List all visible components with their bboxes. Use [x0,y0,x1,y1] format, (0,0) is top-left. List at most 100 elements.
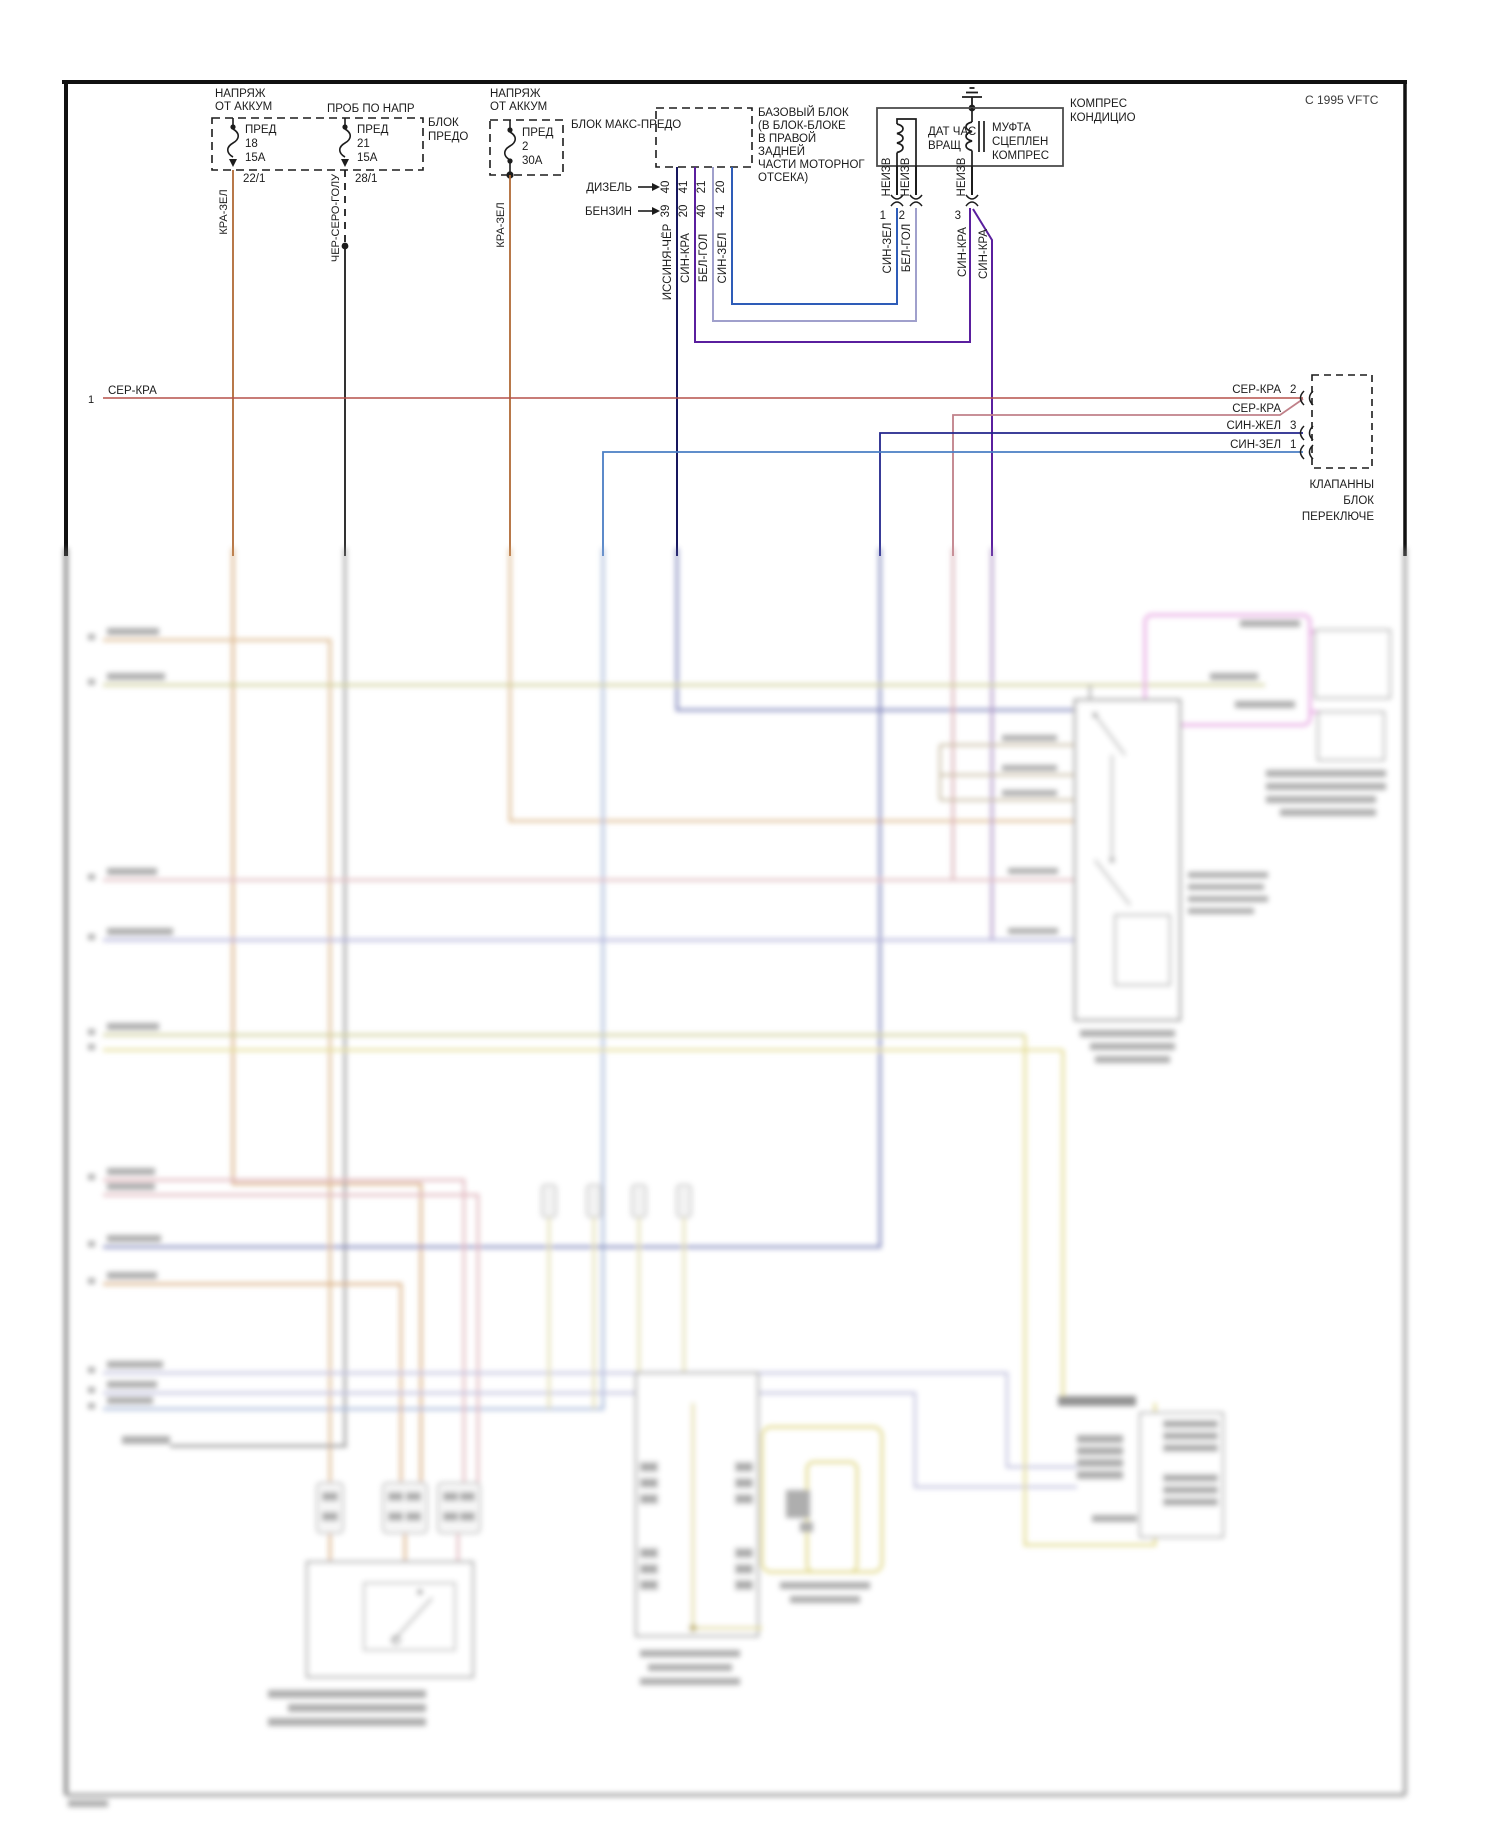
pin1-number: 1 [880,210,886,222]
sensor-label-l1: ДАТ ЧАС [928,126,976,138]
compressor-pins: НЕИЗВ НЕИЗВ НЕИЗВ 1 2 3 СИН-ЗЕЛ БЕЛ-ГОЛ … [880,157,993,556]
maxi-fuse-panel: НАПРЯЖ ОТ АККУМ БЛОК МАКС-ПРЕДО ПРЕД 2 3… [489,88,681,556]
fuse21-label: ПРЕД [357,124,389,136]
compressor-name-l2: КОНДИЦИО [1070,112,1136,124]
base-block: БАЗОВЫЙ БЛОК (В БЛОК-БЛОКЕ В ПРАВОЙ ЗАДН… [585,106,971,556]
diesel-label: ДИЗЕЛЬ [586,182,632,194]
valve-block-name-l3: ПЕРЕКЛЮЧЕ [1302,511,1374,523]
fuse-panel-name-l2: ПРЕДО [428,131,468,143]
fuse2-label: ПРЕД [522,127,554,139]
vb-row2-wire: СЕР-КРА [1232,403,1281,415]
clutch-coil: МУФТА СЦЕПЛЕН КОМПРЕС [965,108,1049,166]
speed-sensor-coil: ДАТ ЧАС ВРАЩ [896,118,976,166]
compressor-box [876,107,1064,167]
pin-p2: 40 [696,205,708,218]
clutch-label-l1: МУФТА [992,122,1031,134]
valve-connector-icons [1299,390,1314,460]
fuse2-rating: 30A [522,155,543,167]
diesel-arrow-icon [652,183,660,191]
fuse18-number: 18 [245,138,258,150]
fuse21-exit-pin: 28/1 [355,173,377,185]
fuse-21: ПРЕД 21 15A 28/1 ЧЕР-СЕРО-ГОЛУ [330,118,389,556]
left-feed-number: 1 [88,394,94,406]
fuse21-number: 21 [357,138,370,150]
fuse21-rating: 15A [357,152,378,164]
base-block-box [655,107,753,168]
pin-p3: 41 [715,205,727,218]
ac-compressor-unit: КОМПРЕС КОНДИЦИО ДАТ ЧАС ВРАЩ МУФТА СЦЕП… [876,87,1136,556]
wirename-2: БЕЛ-ГОЛ [698,234,710,283]
compressor-name-l1: КОМПРЕС [1070,98,1127,110]
wire-ser-kra-2 [952,398,1304,556]
pin-d3: 20 [715,181,727,194]
ser-kra-feed: 1 СЕР-КРА [88,385,1303,406]
base-block-name-5: ОТСЕКА) [758,172,808,184]
wirename-3: СИН-ЗЕЛ [717,233,729,284]
fuse2-number: 2 [522,141,528,153]
base-block-name-0: БАЗОВЫЙ БЛОК [758,106,849,119]
maxi-fuse-box [489,119,564,176]
valve-block: СЕР-КРА 2 СЕР-КРА СИН-ЖЕЛ 3 СИН-ЗЕЛ 1 КЛ… [1226,374,1374,523]
fuse-panel: НАПРЯЖ ОТ АККУМ ПРОБ ПО НАПР БЛОК ПРЕДО … [211,88,468,556]
pin-d0: 40 [660,181,672,194]
base-block-name-3: ЗАДНЕЙ [758,145,805,158]
vb-row1-wire: СЕР-КРА [1232,384,1281,396]
fuse18-label: ПРЕД [245,124,277,136]
pin1-wire-label: СИН-ЗЕЛ [882,223,894,274]
wire-bel-gol-run [712,167,917,322]
wire-sin-kra-branch [972,208,993,556]
fuse18-exit-pin: 22/1 [243,173,265,185]
feed1-label-l2: ОТ АККУМ [215,101,272,113]
copyright-text: С 1995 VFTC [1305,93,1379,107]
fuse-18: ПРЕД 18 15A 22/1 КРА-ЗЕЛ [218,118,277,556]
pin1-tag: НЕИЗВ [881,157,893,196]
wire-sin-zel-run [731,167,898,305]
fuse-panel-name-l1: БЛОК [428,117,459,129]
vb-row4-pin: 1 [1290,439,1296,451]
wire-sin-kra-run [694,167,971,343]
wire-sin-zel-right [602,451,1303,556]
inline-connector-icons [890,194,979,207]
maxi-fuse-name: БЛОК МАКС-ПРЕДО [571,119,681,131]
fuse-panel-box [211,117,424,171]
petrol-arrow-icon [652,207,660,215]
page-border [62,80,1407,556]
pin-p1: 20 [678,205,690,218]
vb-row3-pin: 3 [1290,420,1296,432]
wire-cher-label: ЧЕР-СЕРО-ГОЛУ [330,173,342,262]
pin3-wire-b-label: СИН-КРА [978,229,990,279]
valve-block-feeds [602,398,1304,556]
clutch-label-l2: СЦЕПЛЕН [992,136,1048,148]
petrol-label: БЕНЗИН [585,206,632,218]
pin2-tag: НЕИЗВ [900,157,912,196]
valve-block-name-l1: КЛАПАННЫ [1309,479,1374,491]
pin3-wire-a-label: СИН-КРА [957,227,969,277]
clutch-label-l3: КОМПРЕС [992,150,1049,162]
base-block-name-4: ЧАСТИ МОТОРНОГ [758,159,865,171]
feed2-label: ПРОБ ПО НАПР [327,103,415,115]
feed1-label-l1: НАПРЯЖ [215,88,266,100]
vb-row1-pin: 2 [1290,384,1296,396]
pin-d2: 21 [696,181,708,194]
base-block-wire-names: ИССИНЯ-ЧЁР СИН-КРА БЕЛ-ГОЛ СИН-ЗЕЛ [662,223,729,300]
base-block-name-1: (В БЛОК-БЛОКЕ [758,120,846,132]
wirename-1: СИН-КРА [680,233,692,283]
pin3-number: 3 [955,210,961,222]
left-feed-wire-label: СЕР-КРА [108,385,157,397]
maxi-feed-l2: ОТ АККУМ [490,101,547,113]
valve-block-box [1311,374,1373,469]
pin-numbers: 40 41 21 20 39 20 40 41 [660,181,727,218]
blurred-lower-schematic [64,548,1407,1807]
wirename-0: ИССИНЯ-ЧЁР [662,223,674,300]
wire-kra-zel-2-label: КРА-ЗЕЛ [495,202,507,247]
pin-p0: 39 [660,205,672,218]
pin-d1: 41 [678,181,690,194]
wire-kra-zel-1-label: КРА-ЗЕЛ [218,189,230,234]
pin2-wire-label: БЕЛ-ГОЛ [901,224,913,273]
vb-row3-wire: СИН-ЖЕЛ [1226,420,1281,432]
base-block-name-2: В ПРАВОЙ [758,132,816,145]
wire-sin-zhel [879,432,1303,556]
maxi-feed-l1: НАПРЯЖ [490,88,541,100]
